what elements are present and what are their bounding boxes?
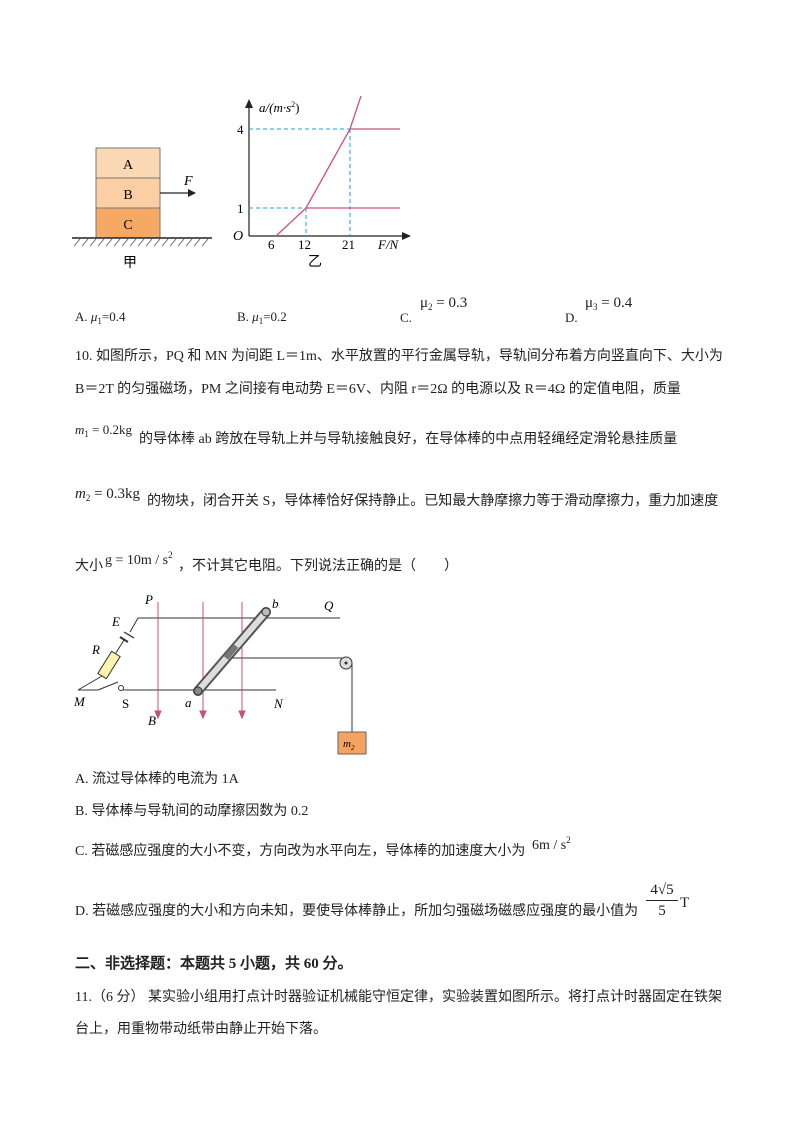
- q10-option-a: A. 流过导体棒的电流为 1A: [75, 772, 239, 787]
- caption-yi: 乙: [308, 254, 322, 270]
- q10-option-d-unit: T: [680, 895, 690, 911]
- figure-jia: A B C F 甲: [72, 147, 212, 270]
- q10-option-d-fraction: 4√5 5: [646, 880, 678, 921]
- svg-text:m2: m2: [343, 738, 355, 752]
- q10-option-d: D. 若磁感应强度的大小和方向未知，要使导体棒静止，所加匀强磁场磁感应强度的最小…: [75, 904, 639, 919]
- x-tick-12: 12: [298, 237, 311, 252]
- q10-option-c-math: 6m / s2: [532, 835, 571, 853]
- block-c-label: C: [123, 218, 132, 233]
- q10-line4-math: m2 = 0.3kg: [75, 486, 141, 503]
- svg-text:a/(m·s2): a/(m·s2): [259, 100, 299, 115]
- x-axis-label: F/N: [377, 237, 400, 252]
- q9-option-b: B. μ1=0.2: [237, 309, 287, 326]
- label-S: S: [122, 696, 129, 711]
- mass-m-label: m: [343, 738, 351, 750]
- graph-line-lower: [275, 207, 400, 237]
- section-heading: 二、非选择题：本题共 5 小题，共 60 分。: [75, 956, 353, 972]
- label-P: P: [144, 592, 153, 607]
- q9-option-d-label: D.: [565, 310, 578, 325]
- q9-option-c-math: μ2 = 0.3: [420, 295, 468, 312]
- y-tick-4: 4: [237, 122, 244, 137]
- mass-m-sub: 2: [351, 744, 355, 752]
- q10-line3-math: m1 = 0.2kg: [75, 422, 132, 439]
- force-label: F: [183, 174, 193, 189]
- q10-line4: 的物块，闭合开关 S，导体棒恰好保持静止。已知最大静摩擦力等于滑动摩擦力，重力加…: [147, 494, 719, 509]
- label-E: E: [111, 614, 120, 629]
- q10-line5-pre: 大小: [75, 559, 103, 574]
- block-b-label: B: [123, 188, 132, 203]
- label-a: a: [185, 695, 192, 710]
- y-axis-label: a/(m·s: [259, 100, 291, 115]
- graph-line-upper: [305, 128, 400, 209]
- fraction-denominator: 5: [658, 903, 666, 919]
- figure-yi: a/(m·s2) O 4 1 6 12 21 F/N 乙: [233, 95, 411, 270]
- label-b: b: [272, 596, 279, 611]
- origin-label: O: [233, 229, 243, 244]
- caption-jia: 甲: [123, 256, 137, 270]
- q10-line5-math: g = 10m / s2: [105, 550, 173, 568]
- y-axis-exp: 2: [291, 100, 295, 109]
- q11-line2: 台上，用重物带动纸带由静止开始下落。: [75, 1022, 327, 1037]
- q10-line5: ，不计其它电阻。下列说法正确的是（ ）: [178, 559, 458, 574]
- label-M: M: [73, 694, 86, 709]
- q11-line1: 11.（6 分） 某实验小组用打点计时器验证机械能守恒定律，实验装置如图所示。将…: [75, 990, 722, 1005]
- q9-option-c-label: C.: [400, 310, 412, 325]
- label-R: R: [91, 642, 100, 657]
- figure-circuit: m2 P Q b E R M S a N B: [73, 592, 367, 755]
- label-N: N: [273, 696, 284, 711]
- label-Q: Q: [324, 598, 334, 613]
- q9-option-a: A. μ1=0.4: [75, 309, 126, 326]
- q9-option-d-math: μ3 = 0.4: [585, 295, 633, 312]
- y-axis-close: ): [295, 100, 299, 115]
- q10-option-c: C. 若磁感应强度的大小不变，方向改为水平向左，导体棒的加速度大小为: [75, 844, 526, 859]
- q10-line3: 的导体棒 ab 跨放在导轨上并与导轨接触良好，在导体棒的中点用轻绳经定滑轮悬挂质…: [139, 432, 678, 447]
- x-tick-21: 21: [342, 237, 355, 252]
- block-a-label: A: [123, 158, 134, 173]
- y-tick-1: 1: [237, 201, 244, 216]
- x-tick-6: 6: [268, 237, 275, 252]
- label-B: B: [148, 713, 156, 728]
- fraction-numerator: 4√5: [646, 880, 678, 901]
- q10-line2: B＝2T 的匀强磁场，PM 之间接有电动势 E＝6V、内阻 r＝2Ω 的电源以及…: [75, 382, 681, 397]
- q10-option-b: B. 导体棒与导轨间的动摩擦因数为 0.2: [75, 804, 309, 819]
- q10-line1: 10. 如图所示，PQ 和 MN 为间距 L＝1m、水平放置的平行金属导轨，导轨…: [75, 349, 723, 364]
